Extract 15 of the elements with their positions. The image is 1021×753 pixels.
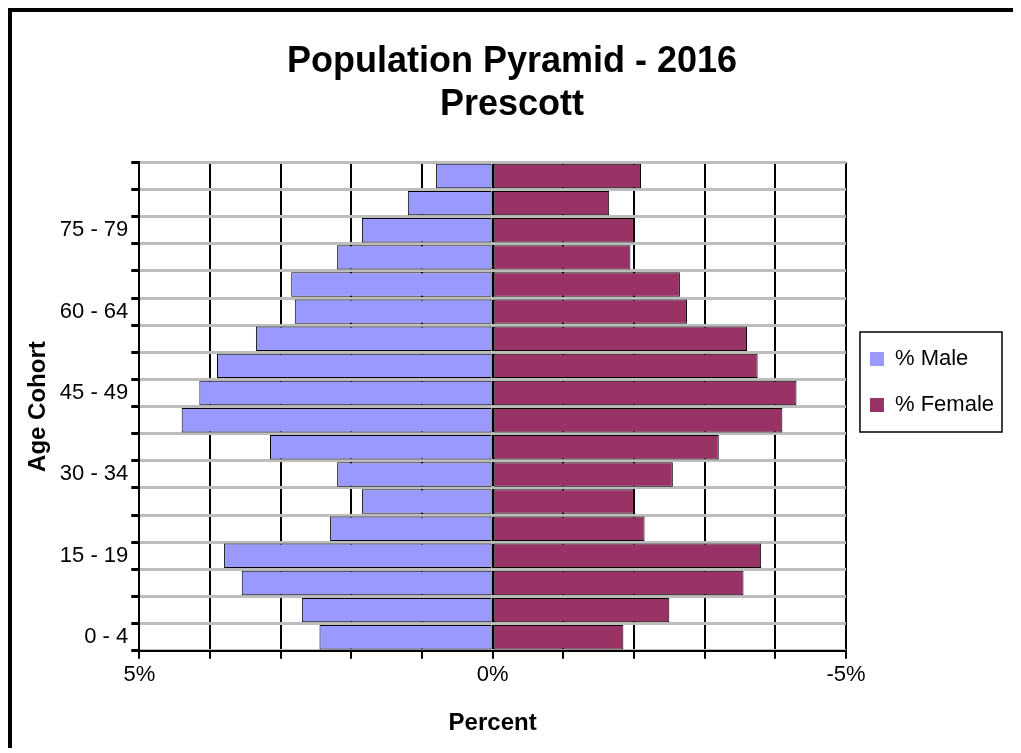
x-tick-label: 5%	[123, 661, 156, 687]
y-tick-label: 0 - 4	[84, 623, 129, 649]
x-tick-label: 0%	[476, 661, 509, 687]
y-tick-label: 45 - 49	[59, 379, 129, 405]
x-tick-label: -5%	[826, 661, 866, 687]
y-tick-label: 75 - 79	[59, 216, 129, 242]
legend-label: % Male	[894, 345, 969, 371]
y-tick-label: 30 - 34	[59, 460, 129, 486]
y-axis-title: Age Cohort	[23, 341, 51, 472]
y-tick-label: 60 - 64	[59, 297, 129, 323]
chart-title: Population Pyramid - 2016	[286, 38, 738, 80]
x-axis-title: Percent	[448, 708, 537, 736]
chart-subtitle: Prescott	[439, 81, 585, 123]
legend-label: % Female	[894, 391, 995, 417]
y-tick-label: 15 - 19	[59, 541, 129, 567]
